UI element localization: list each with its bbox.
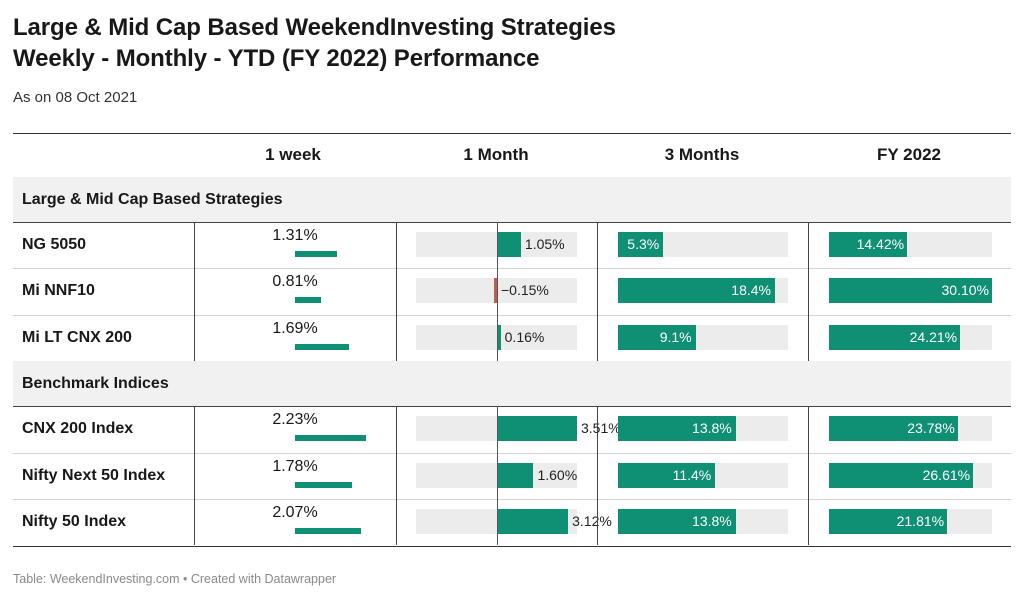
month-value-label: 3.12%	[572, 513, 612, 529]
source-footer: Table: WeekendInvesting.com • Created wi…	[13, 572, 337, 586]
fy-bar	[829, 416, 958, 442]
m3-bar	[618, 509, 736, 534]
group-rule	[13, 222, 1011, 223]
column-divider	[194, 406, 195, 546]
chart-subtitle: As on 08 Oct 2021	[13, 89, 138, 106]
column-divider	[597, 406, 598, 546]
fy-value-label: 23.78%	[907, 420, 955, 437]
fy-value-label: 26.61%	[922, 466, 971, 483]
row-rule	[13, 452, 1011, 454]
col-header-1-month: 1 Month	[463, 145, 529, 164]
month-zero-line	[497, 222, 498, 362]
fy-bar	[829, 509, 948, 534]
fy-value-label: 30.10%	[941, 282, 989, 299]
group-band	[13, 177, 1011, 222]
chart-title: Large & Mid Cap Based WeekendInvesting S…	[13, 12, 616, 74]
row-label: Mi LT CNX 200	[22, 328, 132, 346]
column-divider	[808, 222, 809, 362]
group-rule	[13, 406, 1011, 408]
m3-value-label: 11.4%	[672, 466, 712, 483]
m3-bar	[618, 324, 696, 350]
group-label: Benchmark Indices	[22, 375, 169, 393]
month-zero-line	[497, 406, 498, 546]
m3-value-label: 5.3%	[627, 236, 660, 252]
fy-bar	[829, 232, 908, 257]
row-rule	[13, 268, 1011, 270]
column-divider	[808, 406, 809, 546]
fy-bar	[829, 324, 961, 350]
m3-value-label: 13.8%	[692, 513, 732, 529]
month-value-label: −0.15%	[501, 282, 549, 299]
month-bar-track	[416, 324, 577, 350]
row-label: CNX 200 Index	[22, 420, 134, 438]
week-bar	[295, 481, 352, 488]
week-bar	[295, 297, 321, 304]
month-value-label: 0.16%	[504, 328, 545, 345]
column-divider	[597, 222, 598, 362]
m3-value-label: 13.8%	[692, 420, 732, 437]
group-band	[13, 361, 1011, 407]
table-top-rule	[13, 133, 1011, 134]
fy-value-label: 14.42%	[856, 236, 905, 252]
performance-table: 1 week 1 Month 3 Months FY 2022 Large & …	[13, 133, 1011, 547]
col-header-3-months: 3 Months	[664, 145, 740, 164]
week-bar	[295, 251, 337, 257]
month-bar	[497, 232, 521, 257]
week-value-label: 1.31%	[272, 227, 318, 244]
table-bottom-rule	[13, 546, 1011, 547]
week-value-label: 2.23%	[272, 411, 318, 429]
row-label: Mi NNF10	[22, 282, 95, 300]
month-value-label: 3.51%	[581, 420, 621, 437]
row-label: NG 5050	[22, 236, 87, 253]
month-bar-track	[416, 232, 577, 257]
month-value-label: 1.60%	[537, 466, 578, 483]
week-value-label: 1.69%	[272, 319, 318, 337]
month-bar	[497, 324, 501, 350]
month-bar	[493, 278, 497, 304]
col-header-fy-2022: FY 2022	[877, 145, 941, 164]
m3-value-label: 9.1%	[659, 328, 692, 345]
fy-value-label: 24.21%	[909, 328, 958, 345]
row-rule	[13, 314, 1011, 316]
week-value-label: 2.07%	[272, 504, 318, 521]
column-divider	[194, 222, 195, 362]
col-header-1-week: 1 week	[265, 145, 321, 164]
month-bar	[497, 462, 534, 488]
week-value-label: 1.78%	[272, 457, 318, 475]
m3-value-label: 18.4%	[731, 282, 771, 299]
fy-value-label: 21.81%	[896, 513, 945, 529]
title-line-2: Weekly - Monthly - YTD (FY 2022) Perform…	[13, 45, 540, 72]
m3-bar	[618, 462, 716, 488]
week-value-label: 0.81%	[272, 273, 318, 291]
column-divider	[396, 406, 397, 546]
month-bar-track	[416, 462, 577, 488]
week-bar	[295, 343, 349, 350]
column-divider	[396, 222, 397, 362]
m3-bar	[618, 232, 664, 257]
group-label: Large & Mid Cap Based Strategies	[22, 191, 283, 208]
m3-bar	[618, 278, 775, 304]
week-bar	[295, 435, 366, 442]
month-value-label: 1.05%	[524, 236, 565, 252]
row-label: Nifty 50 Index	[22, 513, 127, 530]
title-line-1: Large & Mid Cap Based WeekendInvesting S…	[13, 14, 616, 41]
fy-bar	[829, 462, 974, 488]
fy-bar	[829, 278, 992, 304]
row-label: Nifty Next 50 Index	[22, 466, 166, 484]
row-rule	[13, 499, 1011, 500]
week-bar	[295, 528, 361, 534]
m3-bar	[618, 416, 736, 442]
month-bar	[497, 416, 577, 442]
month-bar	[497, 509, 569, 534]
